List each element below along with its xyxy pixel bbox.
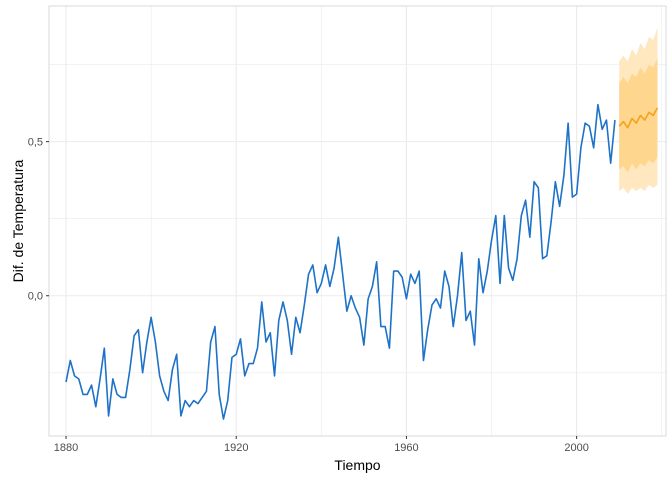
x-tick-label: 1960 <box>394 442 418 454</box>
major-gridlines <box>49 6 666 436</box>
minor-gridlines <box>49 6 666 436</box>
x-tick-label: 1920 <box>224 442 248 454</box>
y-tick-label: 0,0 <box>28 291 43 303</box>
axes: 1880 1920 1960 2000 0,0 0,5 <box>28 137 589 454</box>
forecast-interval-bands <box>619 27 658 195</box>
y-axis-title: Dif. de Temperatura <box>10 159 26 282</box>
forecast-series-line <box>618 107 659 129</box>
x-tick-label: 2000 <box>564 442 588 454</box>
x-axis-title: Tiempo <box>334 457 380 473</box>
y-tick-label: 0,5 <box>28 137 43 149</box>
x-tick-label: 1880 <box>54 442 78 454</box>
interval-80-band <box>619 58 658 173</box>
observed-series-line <box>65 103 616 420</box>
series-lines <box>65 103 659 420</box>
panel-border <box>48 5 667 437</box>
